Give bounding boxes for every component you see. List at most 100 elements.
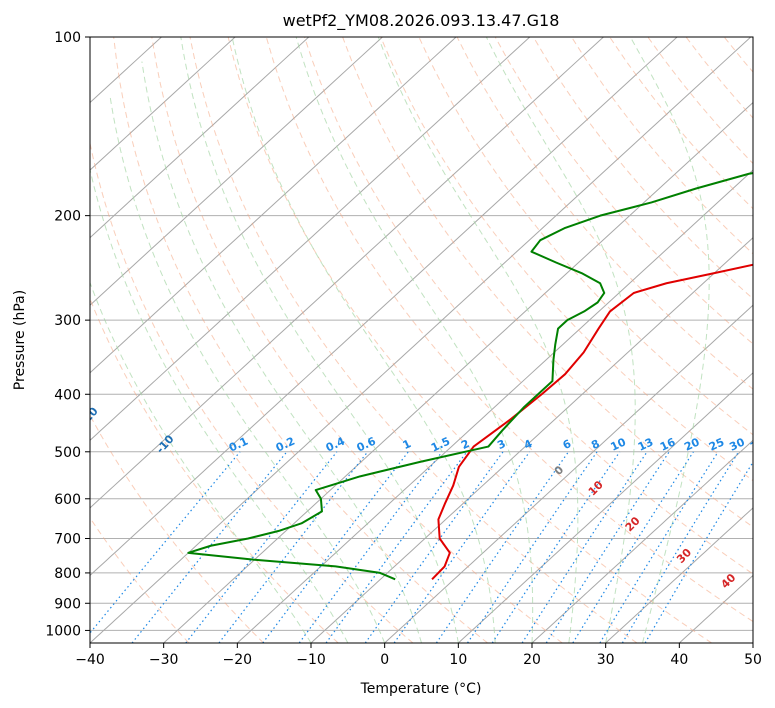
dry-adiabat-line xyxy=(762,37,775,643)
mixing-ratio-label: 3 xyxy=(495,437,507,452)
moist-adiabat-line xyxy=(629,37,710,643)
dry-adiabat-line xyxy=(90,414,264,643)
dry-adiabat-line xyxy=(723,37,753,73)
isotherm-line xyxy=(236,169,753,643)
mixing-ratio-line xyxy=(435,451,569,643)
isotherm-line xyxy=(531,439,753,643)
moist-adiabat-label: 40 xyxy=(718,571,738,591)
dry-adiabat-line xyxy=(227,37,712,643)
mixing-ratio-label: 6 xyxy=(561,437,574,452)
mixing-ratio-label: 25 xyxy=(707,435,726,453)
y-tick-label: 200 xyxy=(54,209,81,225)
isotherm-line xyxy=(752,642,753,643)
isotherm-line xyxy=(384,304,753,643)
dry-adiabat-line xyxy=(90,141,414,643)
moist-adiabat-label: 10 xyxy=(586,478,606,498)
mixing-ratio-line xyxy=(262,451,409,643)
x-tick-label: 20 xyxy=(523,652,541,668)
mixing-ratio-line xyxy=(521,451,648,643)
plot-frame xyxy=(89,36,754,644)
x-tick-label: −40 xyxy=(75,652,105,668)
mixing-ratio-line xyxy=(621,451,740,643)
x-tick-label: 30 xyxy=(597,652,615,668)
y-tick-label: 900 xyxy=(54,596,81,612)
dry-adiabat-line xyxy=(418,37,753,436)
mixing-ratio-line xyxy=(131,451,288,643)
dry-adiabat-line xyxy=(189,37,638,643)
moist-adiabat-line xyxy=(295,37,534,643)
moist-adiabat-label: 30 xyxy=(674,546,694,566)
mixing-ratio-line xyxy=(393,451,531,643)
mixing-ratio-line xyxy=(545,451,670,643)
isotherm-line xyxy=(163,101,753,643)
chart-title: wetPf2_YM08.2026.093.13.47.G18 xyxy=(283,11,560,31)
moist-adiabat-line xyxy=(231,37,496,643)
y-tick-label: 600 xyxy=(54,492,81,508)
isotherm-line xyxy=(457,372,753,643)
mixing-ratio-line xyxy=(644,460,753,643)
moist-adiabat-line xyxy=(377,37,579,643)
x-tick-label: −10 xyxy=(296,652,326,668)
x-tick-label: 0 xyxy=(380,652,389,668)
mixing-ratio-label: 10 xyxy=(609,435,629,453)
y-tick-label: 100 xyxy=(54,30,81,46)
isotherm-line xyxy=(678,574,753,643)
isotherm-line xyxy=(90,37,383,306)
mixing-ratio-line xyxy=(572,451,694,643)
dry-adiabat-line xyxy=(342,37,753,528)
x-tick-label: 10 xyxy=(449,652,467,668)
mixing-ratio-line xyxy=(298,451,443,643)
moist-adiabat-line xyxy=(485,37,636,643)
mixing-ratio-label: 30 xyxy=(727,435,747,453)
dry-adiabat-label: -20 xyxy=(78,405,101,429)
dry-adiabat-line xyxy=(609,37,753,210)
x-tick-label: −30 xyxy=(149,652,179,668)
mixing-ratio-label: 16 xyxy=(658,435,678,453)
temperature-profile xyxy=(431,263,753,580)
x-tick-label: 50 xyxy=(744,652,762,668)
moist-adiabat-line xyxy=(90,167,349,643)
mixing-ratio-label: 36 xyxy=(748,435,768,453)
y-tick-label: 1000 xyxy=(45,623,81,639)
mixing-ratio-line xyxy=(491,451,621,643)
dry-adiabat-line xyxy=(303,37,753,575)
x-axis-label: Temperature (°C) xyxy=(360,681,482,697)
mixing-ratio-line xyxy=(185,451,338,643)
isotherm-line xyxy=(90,37,604,509)
dry-adiabat-label: -10 xyxy=(154,432,177,456)
moist-adiabat-line xyxy=(180,37,459,643)
x-tick-label: −20 xyxy=(223,652,253,668)
mixing-ratio-label: 13 xyxy=(636,435,655,453)
moist-adiabat-line xyxy=(141,61,422,643)
y-tick-label: 500 xyxy=(54,445,81,461)
moist-adiabat-line xyxy=(90,281,312,643)
dry-adiabat-line xyxy=(380,37,753,482)
dewpoint-profile xyxy=(187,172,753,581)
y-tick-label: 800 xyxy=(54,566,81,582)
dry-adiabat-line xyxy=(647,37,753,165)
mixing-ratio-line xyxy=(599,451,719,643)
dry-adiabat-line xyxy=(532,37,753,300)
dry-adiabat-line xyxy=(456,37,753,390)
y-tick-label: 400 xyxy=(54,387,81,403)
mixing-ratio-line xyxy=(90,451,241,634)
y-tick-label: 700 xyxy=(54,532,81,548)
moist-adiabat-line xyxy=(109,94,386,643)
dry-adiabat-line xyxy=(90,297,339,643)
dry-adiabat-line xyxy=(265,37,753,623)
y-tick-label: 300 xyxy=(54,313,81,329)
isotherm-line xyxy=(90,37,678,577)
dry-adiabat-line xyxy=(113,37,488,643)
isotherm-line xyxy=(90,37,457,374)
y-axis-label: Pressure (hPa) xyxy=(12,290,28,390)
dry-adiabat-line xyxy=(685,37,753,119)
dry-adiabat-line xyxy=(494,37,753,345)
x-tick-label: 40 xyxy=(670,652,688,668)
mixing-ratio-line xyxy=(467,451,598,643)
mixing-ratio-label: 1 xyxy=(401,437,413,452)
dry-adiabat-line xyxy=(571,37,753,255)
dry-adiabat-line xyxy=(151,37,563,643)
mixing-ratio-label: 20 xyxy=(682,435,702,453)
